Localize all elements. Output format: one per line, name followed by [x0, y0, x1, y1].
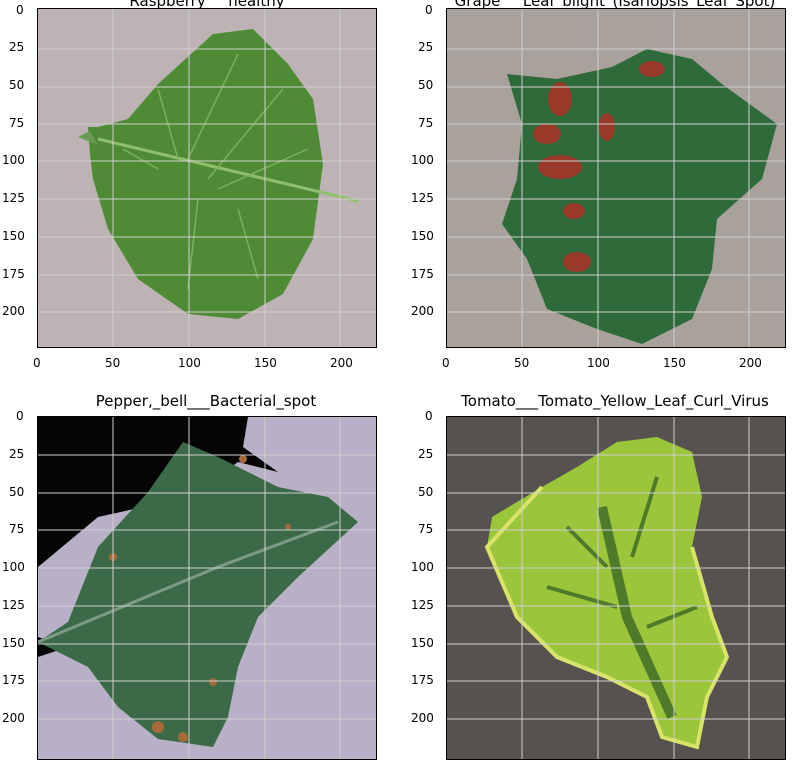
y-tick-label: 50	[9, 485, 25, 499]
y-tick-label: 125	[2, 191, 25, 205]
y-tick-label: 75	[418, 116, 434, 130]
image-axes	[446, 416, 786, 760]
subplot-title: Tomato___Tomato_Yellow_Leaf_Curl_Virus	[461, 392, 769, 410]
x-tick-label: 200	[739, 356, 762, 370]
y-tick-label: 150	[2, 636, 25, 650]
y-tick-label: 200	[411, 711, 434, 725]
image-axes	[37, 416, 377, 760]
subplot-title: Grape___Leaf_blight_(Isariopsis_Leaf_Spo…	[454, 0, 776, 10]
y-tick-label: 100	[411, 560, 434, 574]
y-tick-label: 175	[2, 673, 25, 687]
y-tick-label: 50	[418, 78, 434, 92]
pepper-leaf-image	[38, 417, 376, 759]
y-tick-label: 50	[418, 485, 434, 499]
subplot-title: Pepper,_bell___Bacterial_spot	[95, 392, 317, 410]
y-tick-label: 25	[9, 40, 25, 54]
y-tick-label: 200	[411, 304, 434, 318]
y-tick-label: 100	[411, 153, 434, 167]
tomato-leaf-image	[447, 417, 785, 759]
x-tick-label: 100	[587, 356, 610, 370]
image-axes	[37, 8, 377, 348]
image-axes	[446, 8, 786, 348]
y-tick-label: 25	[9, 447, 25, 461]
y-tick-label: 25	[418, 40, 434, 54]
x-tick-label: 0	[442, 356, 450, 370]
y-tick-label: 150	[411, 229, 434, 243]
x-tick-label: 200	[330, 356, 353, 370]
y-tick-label: 125	[411, 598, 434, 612]
y-tick-label: 50	[9, 78, 25, 92]
y-tick-label: 0	[425, 3, 433, 17]
x-tick-label: 150	[663, 356, 686, 370]
y-tick-label: 125	[411, 191, 434, 205]
grape-leaf-image	[447, 9, 785, 347]
x-tick-label: 150	[254, 356, 277, 370]
x-tick-label: 50	[514, 356, 530, 370]
y-tick-label: 75	[9, 522, 25, 536]
y-tick-label: 0	[425, 409, 433, 423]
y-tick-label: 100	[2, 560, 25, 574]
x-tick-label: 100	[178, 356, 201, 370]
raspberry-leaf-image	[38, 9, 376, 347]
y-tick-label: 175	[2, 267, 25, 281]
subplot-title: Raspberry___healthy	[129, 0, 285, 10]
x-tick-label: 50	[105, 356, 121, 370]
y-tick-label: 0	[16, 3, 24, 17]
y-tick-label: 175	[411, 673, 434, 687]
y-tick-label: 100	[2, 153, 25, 167]
y-tick-label: 75	[9, 116, 25, 130]
y-tick-label: 200	[2, 304, 25, 318]
y-tick-label: 25	[418, 447, 434, 461]
y-tick-label: 200	[2, 711, 25, 725]
y-tick-label: 150	[411, 636, 434, 650]
y-tick-label: 0	[16, 409, 24, 423]
x-tick-label: 0	[33, 356, 41, 370]
y-tick-label: 175	[411, 267, 434, 281]
y-tick-label: 75	[418, 522, 434, 536]
y-tick-label: 125	[2, 598, 25, 612]
y-tick-label: 150	[2, 229, 25, 243]
